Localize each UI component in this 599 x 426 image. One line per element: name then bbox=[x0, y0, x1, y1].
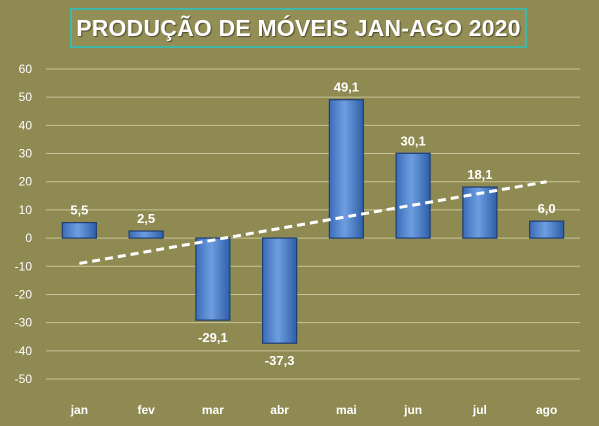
x-tick-label: abr bbox=[270, 403, 289, 417]
y-tick-label: 30 bbox=[19, 147, 33, 161]
data-label: 5,5 bbox=[70, 203, 88, 218]
chart-title-box: PRODUÇÃO DE MÓVEIS JAN-AGO 2020 bbox=[70, 8, 527, 48]
bars bbox=[61, 99, 565, 344]
y-tick-label: 10 bbox=[19, 203, 33, 217]
y-tick-label: 60 bbox=[19, 62, 33, 76]
bar-jul bbox=[462, 186, 498, 239]
y-tick-label: 0 bbox=[25, 231, 32, 245]
y-tick-label: 20 bbox=[19, 175, 33, 189]
y-tick-label: -20 bbox=[15, 287, 33, 301]
data-label: -29,1 bbox=[198, 330, 228, 345]
trendline bbox=[79, 180, 547, 265]
bar-jun bbox=[395, 152, 431, 239]
y-tick-label: -10 bbox=[15, 259, 33, 273]
trend-line bbox=[79, 180, 547, 265]
y-tick-label: -40 bbox=[15, 344, 33, 358]
x-tick-label: mar bbox=[202, 403, 224, 417]
x-tick-label: ago bbox=[536, 403, 557, 417]
x-tick-label: jun bbox=[403, 403, 422, 417]
data-label: 49,1 bbox=[334, 80, 359, 95]
data-label: 2,5 bbox=[137, 211, 155, 226]
data-labels: 5,5 2,5 -29,1 -37,3 49,1 30,1 18,1 6,0 bbox=[70, 80, 555, 368]
bar-fev bbox=[128, 230, 164, 239]
bar-abr bbox=[262, 237, 298, 344]
x-tick-label: mai bbox=[336, 403, 357, 417]
x-axis-ticks: jan fev mar abr mai jun jul ago bbox=[70, 403, 558, 417]
data-label: 6,0 bbox=[538, 201, 556, 216]
bar-mai bbox=[328, 99, 364, 239]
x-tick-label: jul bbox=[472, 403, 487, 417]
bar-jan bbox=[61, 221, 97, 239]
data-label: 18,1 bbox=[467, 167, 492, 182]
y-tick-label: -50 bbox=[15, 372, 33, 386]
data-label: -37,3 bbox=[265, 353, 295, 368]
y-axis-ticks: 60 50 40 30 20 10 0 -10 -20 -30 -40 -50 bbox=[15, 62, 33, 386]
chart-title: PRODUÇÃO DE MÓVEIS JAN-AGO 2020 bbox=[76, 14, 521, 41]
bar-ago bbox=[529, 220, 565, 239]
y-tick-label: 40 bbox=[19, 118, 33, 132]
x-tick-label: jan bbox=[70, 403, 88, 417]
y-tick-label: -30 bbox=[15, 316, 33, 330]
y-tick-label: 50 bbox=[19, 90, 33, 104]
x-tick-label: fev bbox=[137, 403, 155, 417]
bar-mar bbox=[195, 237, 231, 321]
data-label: 30,1 bbox=[400, 133, 425, 148]
